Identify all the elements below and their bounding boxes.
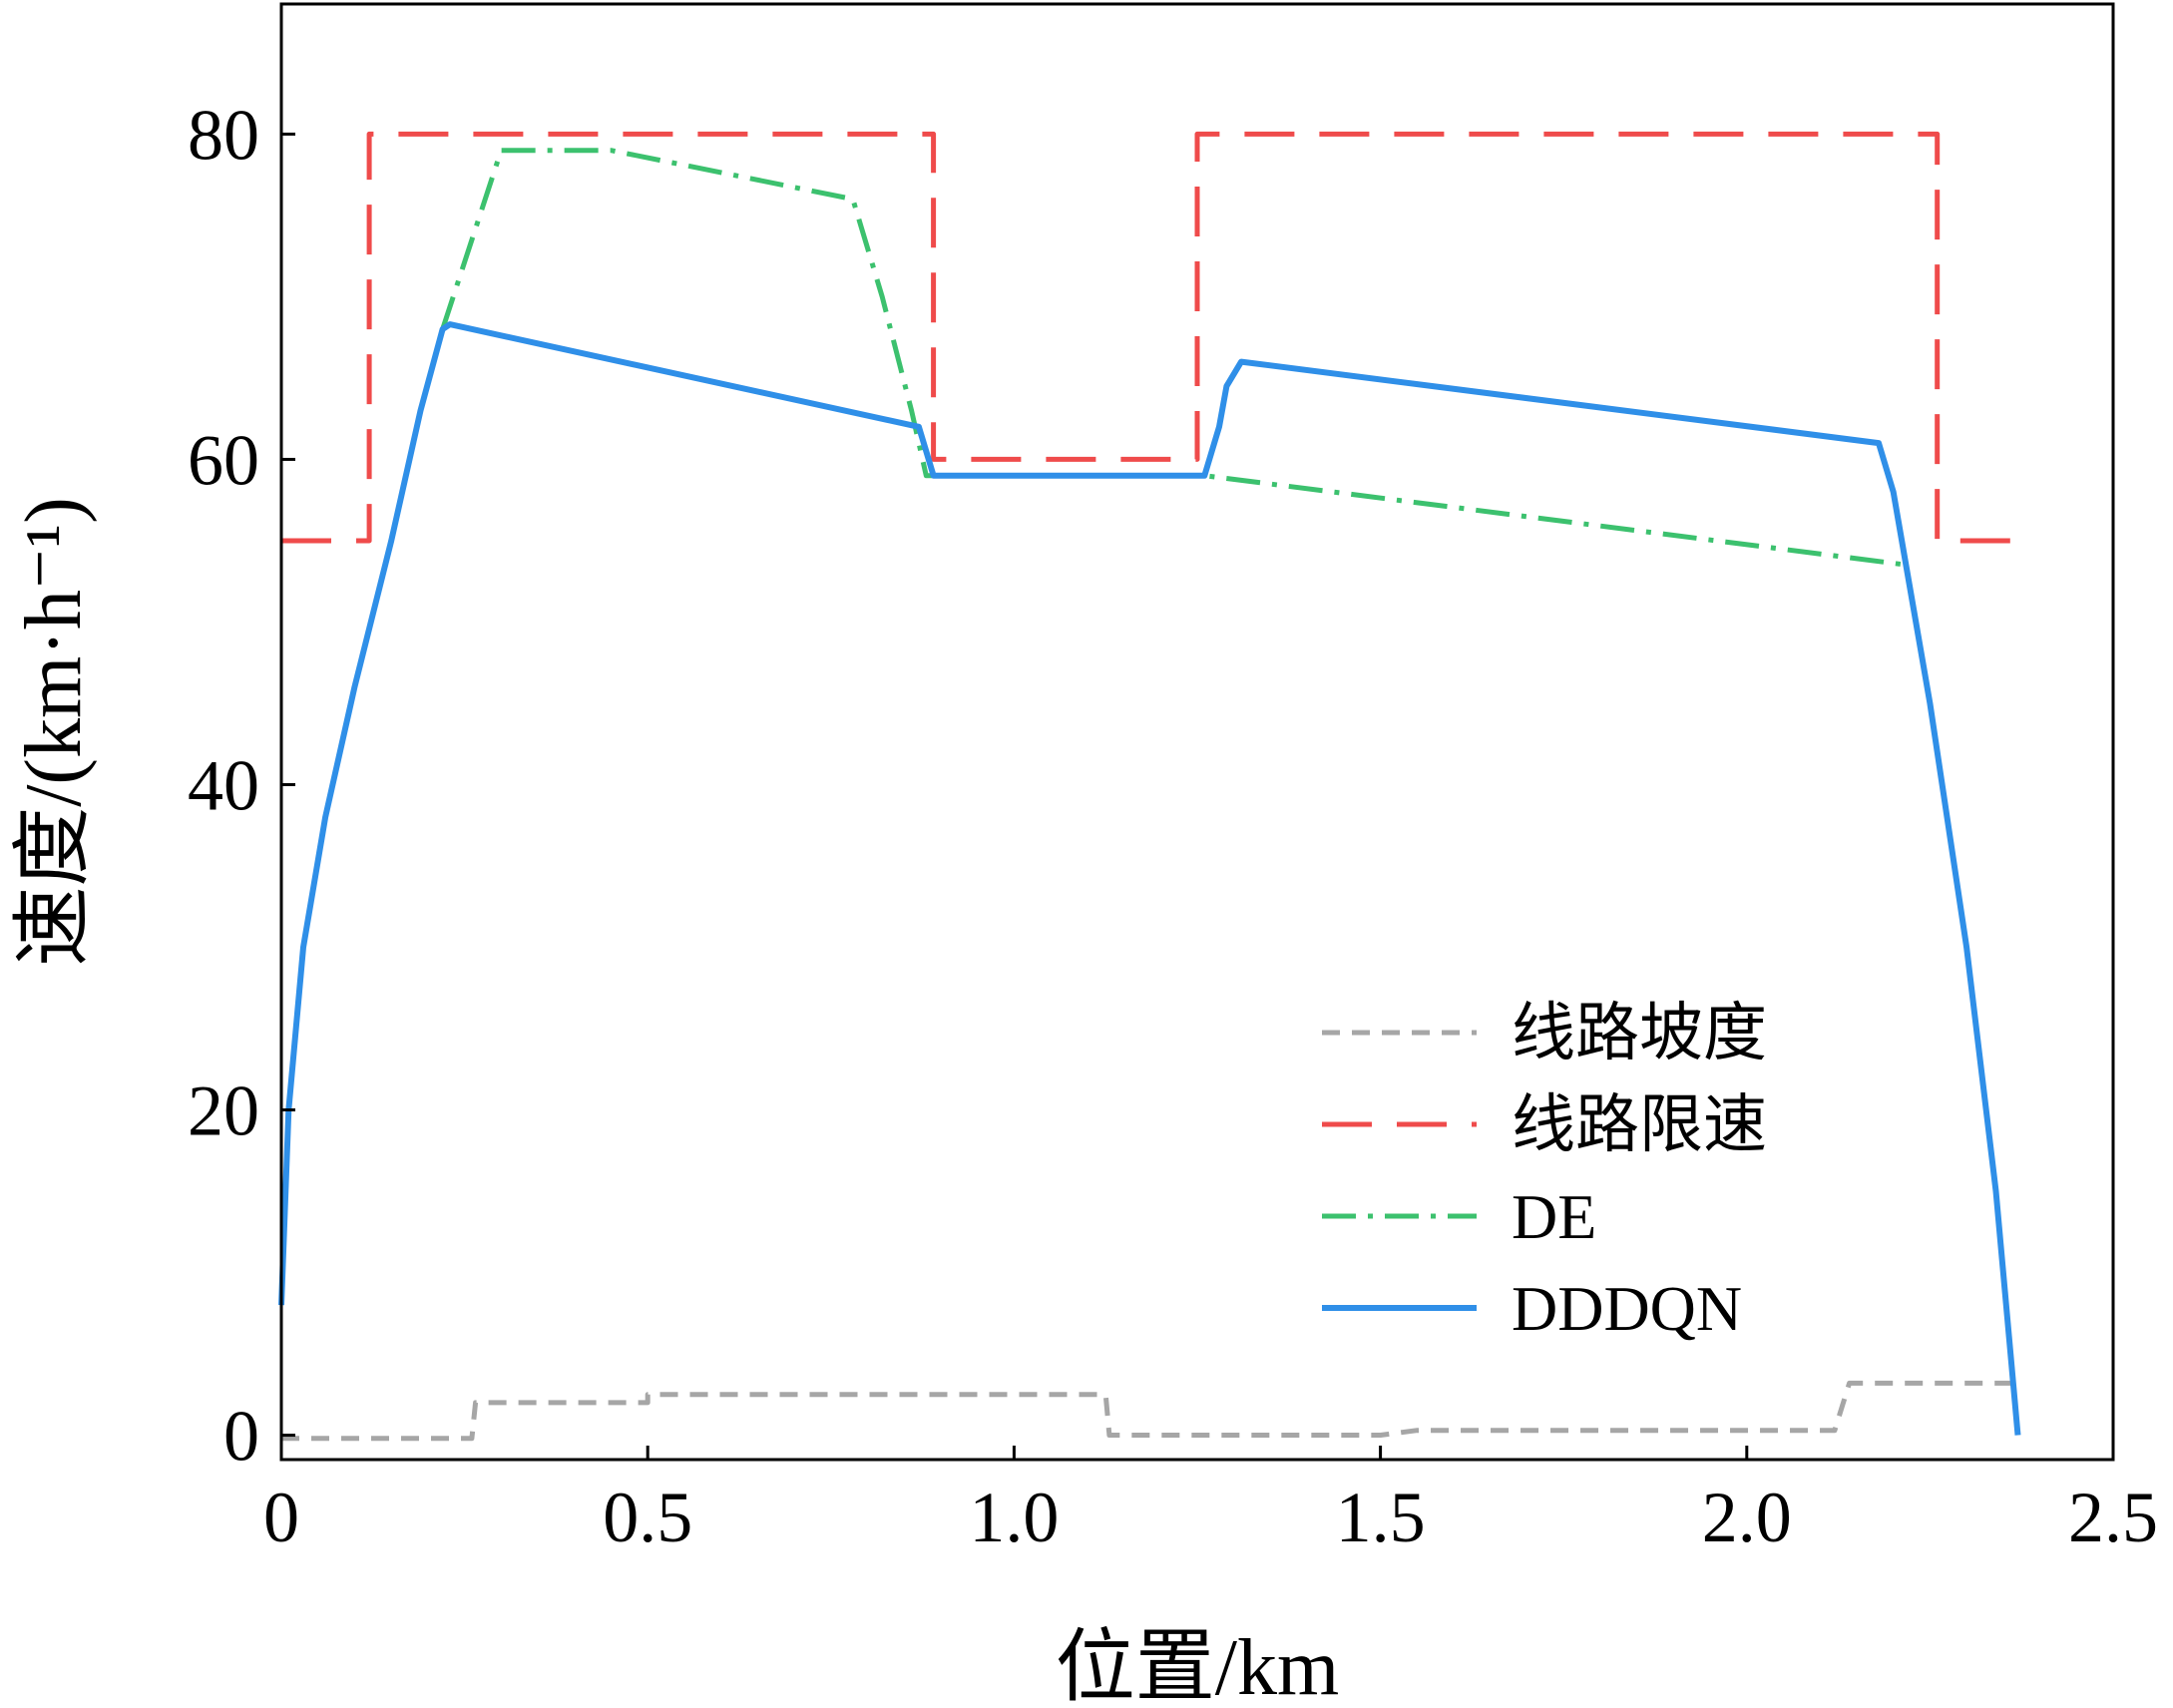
y-tick-label-0: 0 xyxy=(223,1397,259,1477)
legend-label-4: DDDQN xyxy=(1512,1273,1742,1344)
x-tick-label-0: 0 xyxy=(263,1478,299,1557)
x-tick-label-0-5: 0.5 xyxy=(603,1478,692,1557)
legend-label-3: DE xyxy=(1512,1181,1596,1252)
y-tick-label-80: 80 xyxy=(188,95,259,175)
y-axis-title: 速度/(km·h⁻¹) xyxy=(10,497,98,967)
series-line-2 xyxy=(281,131,2018,544)
plot-lines xyxy=(278,131,2021,1442)
x-axis: 0 0.5 1.0 1.5 2.0 2.5 xyxy=(263,1446,2158,1557)
x-tick-label-2-5: 2.5 xyxy=(2068,1478,2158,1557)
plot-frame xyxy=(279,2,2115,1462)
x-tick-label-1-5: 1.5 xyxy=(1336,1478,1426,1557)
series-line-1 xyxy=(281,1380,2018,1442)
x-tick-label-2-0: 2.0 xyxy=(1702,1478,1792,1557)
legend-label-2: 线路限速 xyxy=(1512,1089,1767,1160)
x-tick-label-1-0: 1.0 xyxy=(969,1478,1059,1557)
y-axis: 0 20 40 60 80 xyxy=(188,95,295,1477)
series-line-4 xyxy=(278,321,2021,1436)
y-tick-label-20: 20 xyxy=(188,1071,259,1151)
legend-label-1: 线路坡度 xyxy=(1512,998,1767,1068)
y-tick-label-40: 40 xyxy=(188,745,259,825)
y-tick-label-60: 60 xyxy=(188,420,259,500)
x-axis-title: 位置/km xyxy=(1056,1624,1339,1708)
